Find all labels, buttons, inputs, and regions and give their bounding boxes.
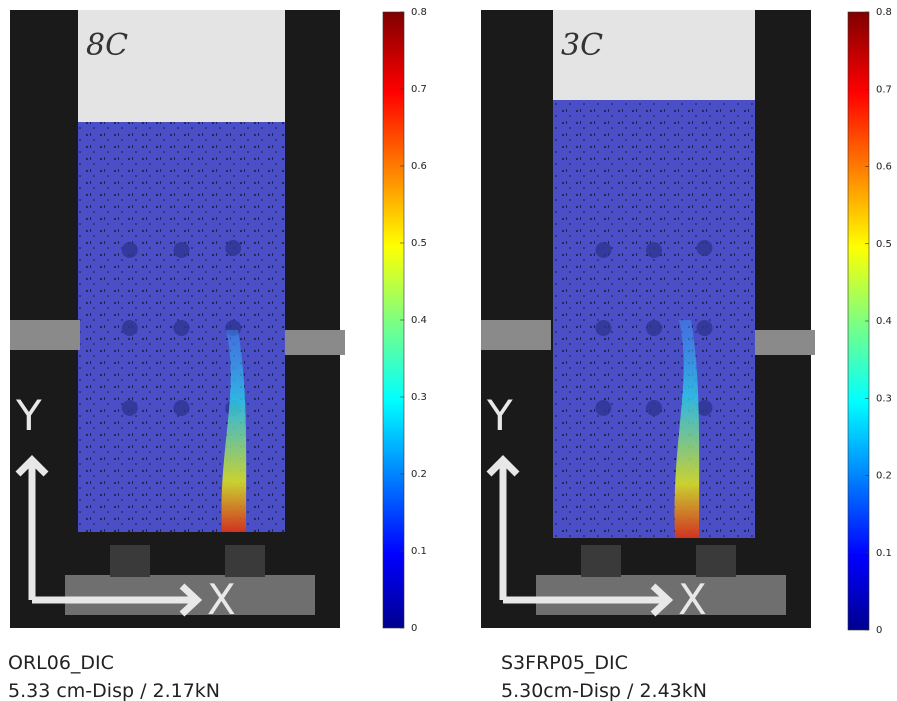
clamp-left (481, 320, 551, 350)
bolt (595, 320, 612, 336)
colorbar-tick-label: 0.7 (411, 84, 427, 95)
clamp-right (755, 330, 815, 355)
caption: S3FRP05_DIC (501, 652, 628, 674)
colorbar-tick-label: 0.2 (411, 469, 427, 480)
colorbar-tick-label: 0.5 (411, 238, 427, 249)
axis-x-label: X (678, 575, 707, 624)
colorbar-tick-label: 0.3 (876, 393, 892, 404)
subcaption: 5.33 cm-Disp / 2.17kN (8, 680, 220, 701)
specimen-top (553, 10, 755, 100)
strain-band (221, 330, 247, 532)
colorbar-tick-label: 0.6 (876, 162, 892, 173)
bolt (646, 400, 662, 416)
colorbar-tick-label: 0.6 (411, 161, 427, 172)
bolt (595, 400, 612, 416)
speckle-pattern (553, 100, 755, 538)
bolt (121, 320, 138, 336)
axis-y-label: Y (486, 391, 513, 440)
colorbar-tick-label: 0.2 (876, 471, 892, 482)
colorbar-tick-label: 0.8 (411, 7, 427, 18)
colorbar-tick-label: 0 (411, 623, 417, 634)
axis-arrows (15, 455, 203, 617)
colorbar-tick-label: 0.4 (411, 315, 427, 326)
base-block-1 (110, 545, 150, 577)
colorbar-tick-label: 0.5 (876, 239, 892, 250)
base-block-2 (225, 545, 265, 577)
colorbar-tick-label: 0.1 (876, 548, 892, 559)
axis-y-label: Y (15, 391, 42, 440)
colorbar-tick-label: 0.1 (411, 546, 427, 557)
bolt (646, 320, 662, 336)
clamp-left (10, 320, 80, 350)
bolt (646, 242, 662, 258)
base-block-2 (696, 545, 736, 577)
handwritten-label: 3C (561, 28, 603, 63)
colorbar-tick-label: 0 (876, 625, 882, 636)
bolt (696, 400, 713, 416)
colorbar-tick-label: 0.4 (876, 316, 892, 327)
specimen-top (78, 10, 285, 122)
bolt (225, 240, 242, 256)
colorbar-tick-label: 0.7 (876, 84, 892, 95)
bolt (173, 242, 190, 258)
bolt (121, 400, 138, 416)
bolt (696, 320, 713, 336)
bolt (595, 242, 612, 258)
colorbar-tick-label: 0.8 (876, 7, 892, 18)
strain-band (674, 320, 700, 538)
bolt (696, 240, 713, 256)
base-block-1 (581, 545, 621, 577)
handwritten-label: 8C (86, 28, 128, 63)
bolt (173, 320, 190, 336)
bolt (121, 242, 138, 258)
colorbar-tick-label: 0.3 (411, 392, 427, 403)
subcaption: 5.30cm-Disp / 2.43kN (501, 680, 707, 701)
axis-arrows (486, 455, 674, 617)
caption: ORL06_DIC (8, 652, 114, 674)
clamp-right (285, 330, 345, 355)
axis-x-label: X (207, 575, 236, 624)
bolt (173, 400, 190, 416)
